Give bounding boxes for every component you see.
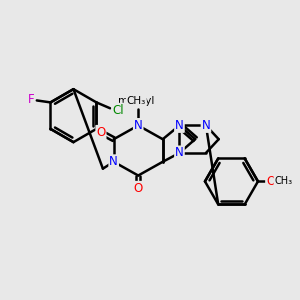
Text: N: N — [175, 146, 184, 159]
Text: F: F — [28, 93, 34, 106]
Text: N: N — [134, 119, 142, 132]
Text: O: O — [266, 175, 275, 188]
Text: O: O — [134, 182, 143, 195]
Text: N: N — [202, 119, 210, 132]
Text: CH₃: CH₃ — [274, 176, 292, 186]
Text: CH₃: CH₃ — [127, 96, 146, 106]
Text: N: N — [175, 119, 184, 132]
Text: methyl: methyl — [118, 96, 154, 106]
Text: Cl: Cl — [112, 104, 124, 117]
Text: N: N — [109, 155, 118, 168]
Text: O: O — [96, 126, 106, 139]
